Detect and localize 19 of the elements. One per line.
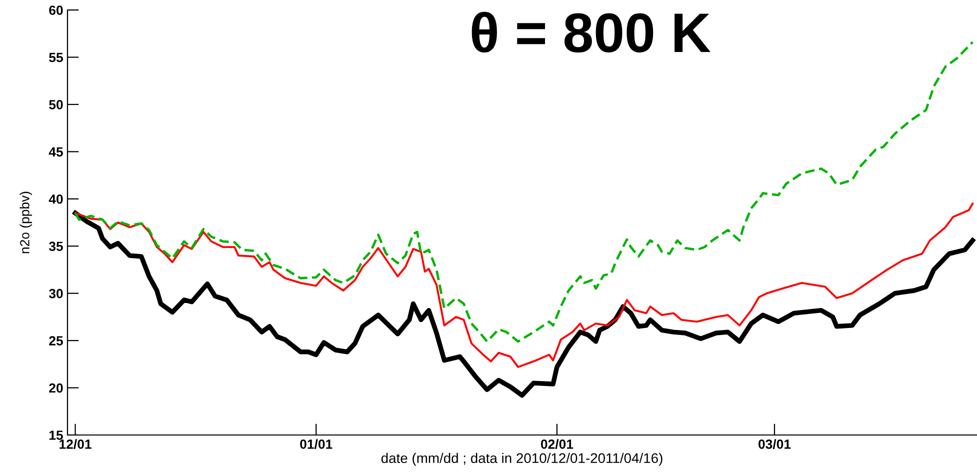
y-tick-label: 15 (49, 430, 63, 440)
y-tick-label: 45 (48, 147, 63, 157)
x-tick-label: 03/01 (758, 439, 791, 449)
y-tick-label: 40 (48, 194, 63, 204)
y-tick-label: 30 (48, 288, 63, 298)
x-tick-label: 12/01 (60, 439, 92, 449)
y-tick-label: 50 (49, 100, 63, 110)
x-axis-title: date (mm/dd ; data in 2010/12/01-2011/04/16) (381, 452, 662, 466)
y-tick-label: 20 (49, 383, 63, 393)
x-tick-label: 02/01 (540, 439, 574, 449)
y-tick-label: 60 (49, 6, 63, 15)
line-series (72, 210, 975, 398)
y-axis-title: n2o (ppbv) (20, 192, 32, 254)
chart-title: θ = 800 K (472, 12, 710, 53)
y-tick-label: 35 (48, 242, 63, 252)
line-series (74, 202, 974, 368)
y-tick-label: 55 (49, 52, 63, 62)
y-tick-label: 25 (49, 336, 63, 346)
x-tick-label: 01/01 (300, 439, 332, 449)
